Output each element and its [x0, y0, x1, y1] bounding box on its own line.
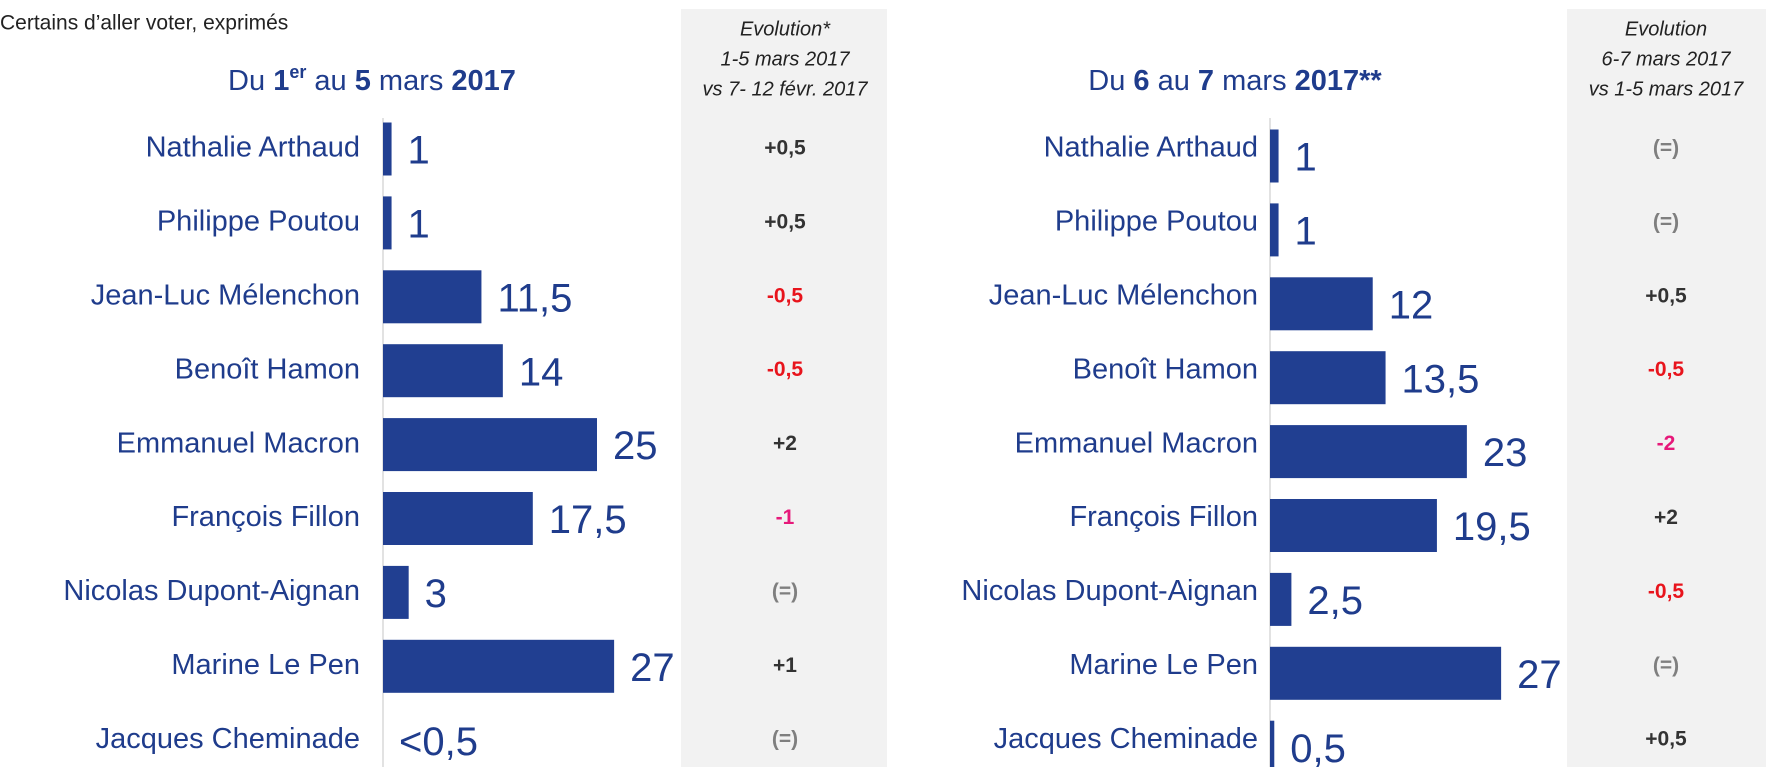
chart-title: Du 6 au 7 mars 2017** [1088, 65, 1382, 97]
category-label: Emmanuel Macron [1015, 427, 1258, 459]
bar [383, 639, 615, 693]
category-label: Emmanuel Macron [117, 427, 360, 459]
value-label: 3 [425, 572, 447, 616]
chart-title: Du 1er au 5 mars 2017 [228, 62, 516, 97]
title-part: Du [1088, 65, 1133, 97]
title-part: 1 [273, 65, 289, 97]
bar [383, 344, 503, 398]
bar [383, 565, 409, 619]
bar [1270, 351, 1386, 405]
evolution-value: +0,5 [764, 210, 806, 233]
evolution-value: (=) [1653, 654, 1679, 677]
category-label: Jacques Cheminade [96, 723, 360, 755]
category-label: Benoît Hamon [1073, 353, 1258, 385]
category-label: Nathalie Arthaud [1044, 132, 1258, 164]
bar [383, 122, 392, 176]
value-label: 19,5 [1453, 505, 1531, 549]
title-part: 5 [355, 65, 371, 97]
evolution-value: -1 [776, 506, 795, 529]
title-part: 2017 [451, 65, 516, 97]
bar [383, 492, 533, 545]
evolution-column [681, 9, 887, 767]
evolution-value: -2 [1657, 432, 1676, 455]
evolution-header: vs 7- 12 févr. 2017 [703, 78, 869, 100]
category-label: Philippe Poutou [157, 206, 360, 238]
category-label: Marine Le Pen [1069, 649, 1258, 681]
bar [1270, 499, 1437, 552]
category-label: Nicolas Dupont-Aignan [961, 575, 1258, 607]
title-part: 2017** [1295, 65, 1383, 97]
bar [1270, 720, 1275, 767]
bar [1270, 572, 1292, 626]
evolution-value: (=) [1653, 137, 1679, 160]
bar [1270, 425, 1467, 479]
evolution-value: +2 [1654, 506, 1678, 529]
value-label: 25 [613, 424, 658, 468]
bar [383, 196, 392, 250]
value-label: 1 [408, 129, 430, 173]
title-part: 6 [1133, 65, 1149, 97]
category-label: Philippe Poutou [1055, 206, 1258, 238]
evolution-column [1567, 9, 1766, 767]
value-label: 0,5 [1290, 727, 1346, 767]
value-label: 27 [630, 646, 675, 690]
evolution-value: -0,5 [1648, 358, 1685, 381]
subtitle: Certains d’aller voter, exprimés [0, 12, 288, 35]
evolution-header: 6-7 mars 2017 [1602, 48, 1732, 70]
title-part: er [289, 62, 306, 82]
bar [1270, 277, 1373, 331]
value-label: 23 [1483, 431, 1528, 475]
bar [1270, 203, 1279, 257]
evolution-value: +0,5 [1645, 284, 1687, 307]
category-label: Jacques Cheminade [994, 723, 1258, 755]
evolution-header: Evolution* [740, 18, 831, 40]
value-label: 17,5 [549, 498, 627, 542]
value-label: 11,5 [497, 276, 572, 320]
value-label: 1 [1295, 136, 1317, 180]
value-label: 27 [1517, 653, 1562, 697]
value-label: <0,5 [399, 720, 478, 764]
evolution-value: +2 [773, 432, 797, 455]
evolution-value: -0,5 [767, 284, 804, 307]
evolution-value: -0,5 [767, 358, 804, 381]
title-part: mars [1214, 65, 1295, 97]
title-part: 7 [1198, 65, 1214, 97]
bar [383, 418, 597, 472]
bar [1270, 129, 1279, 183]
evolution-value: (=) [772, 580, 798, 603]
category-label: Jean-Luc Mélenchon [989, 279, 1258, 311]
title-part: au [1150, 65, 1198, 97]
evolution-value: (=) [772, 728, 798, 751]
evolution-value: (=) [1653, 210, 1679, 233]
evolution-header: 1-5 mars 2017 [721, 48, 851, 70]
category-label: Nicolas Dupont-Aignan [63, 575, 360, 607]
evolution-header: vs 1-5 mars 2017 [1589, 78, 1744, 100]
evolution-value: +0,5 [1645, 728, 1687, 751]
value-label: 2,5 [1307, 579, 1363, 623]
evolution-value: -0,5 [1648, 580, 1685, 603]
evolution-value: +1 [773, 654, 797, 677]
category-label: Benoît Hamon [175, 353, 360, 385]
value-label: 1 [408, 202, 430, 246]
category-label: Marine Le Pen [171, 649, 360, 681]
bar [1270, 646, 1502, 700]
value-label: 12 [1389, 283, 1434, 327]
evolution-value: +0,5 [764, 137, 806, 160]
category-label: Nathalie Arthaud [146, 132, 360, 164]
value-label: 1 [1295, 209, 1317, 253]
category-label: François Fillon [171, 501, 360, 533]
title-part: au [306, 65, 354, 97]
category-label: François Fillon [1069, 501, 1258, 533]
value-label: 14 [519, 350, 564, 394]
value-label: 13,5 [1402, 357, 1480, 401]
title-part: Du [228, 65, 273, 97]
bar [383, 270, 482, 324]
category-label: Jean-Luc Mélenchon [91, 279, 360, 311]
evolution-header: Evolution [1625, 18, 1707, 40]
title-part: mars [371, 65, 452, 97]
